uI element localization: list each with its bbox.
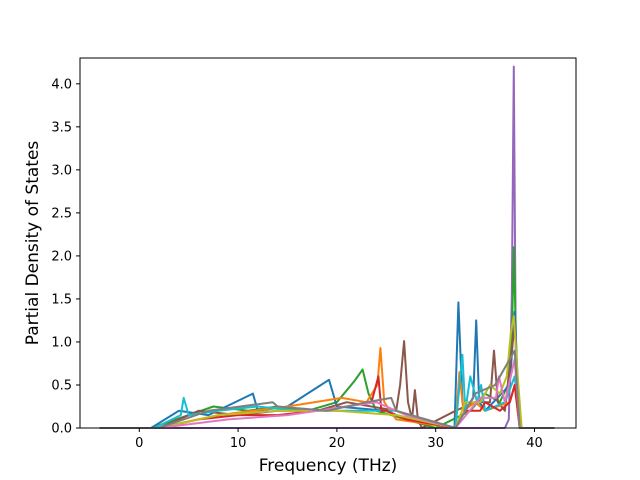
x-tick-label: 30 — [427, 436, 444, 451]
x-tick-label: 20 — [329, 436, 346, 451]
x-axis-label: Frequency (THz) — [259, 456, 398, 476]
pdos-series-line — [99, 349, 555, 429]
x-tick-label: 40 — [526, 436, 543, 451]
y-tick-label: 1.0 — [51, 335, 72, 350]
x-tick-label: 0 — [135, 436, 143, 451]
y-tick-label: 3.5 — [51, 120, 72, 135]
y-tick-label: 3.0 — [51, 163, 72, 178]
y-tick-label: 4.0 — [51, 77, 72, 92]
x-ticks: 0 10 20 30 40 — [135, 428, 543, 451]
y-tick-label: 2.5 — [51, 206, 72, 221]
y-tick-label: 2.0 — [51, 249, 72, 264]
y-axis-label: Partial Density of States — [23, 141, 43, 346]
pdos-series-line — [99, 375, 555, 429]
axes-frame — [79, 57, 577, 429]
x-tick-label: 10 — [230, 436, 247, 451]
y-ticks: 0.0 0.5 1.0 1.5 2.0 2.5 3.0 3.5 4.0 — [51, 77, 80, 437]
y-tick-label: 0.5 — [51, 378, 72, 393]
pdos-series-line — [99, 315, 555, 429]
y-tick-label: 0.0 — [51, 422, 72, 437]
y-tick-label: 1.5 — [51, 292, 72, 307]
